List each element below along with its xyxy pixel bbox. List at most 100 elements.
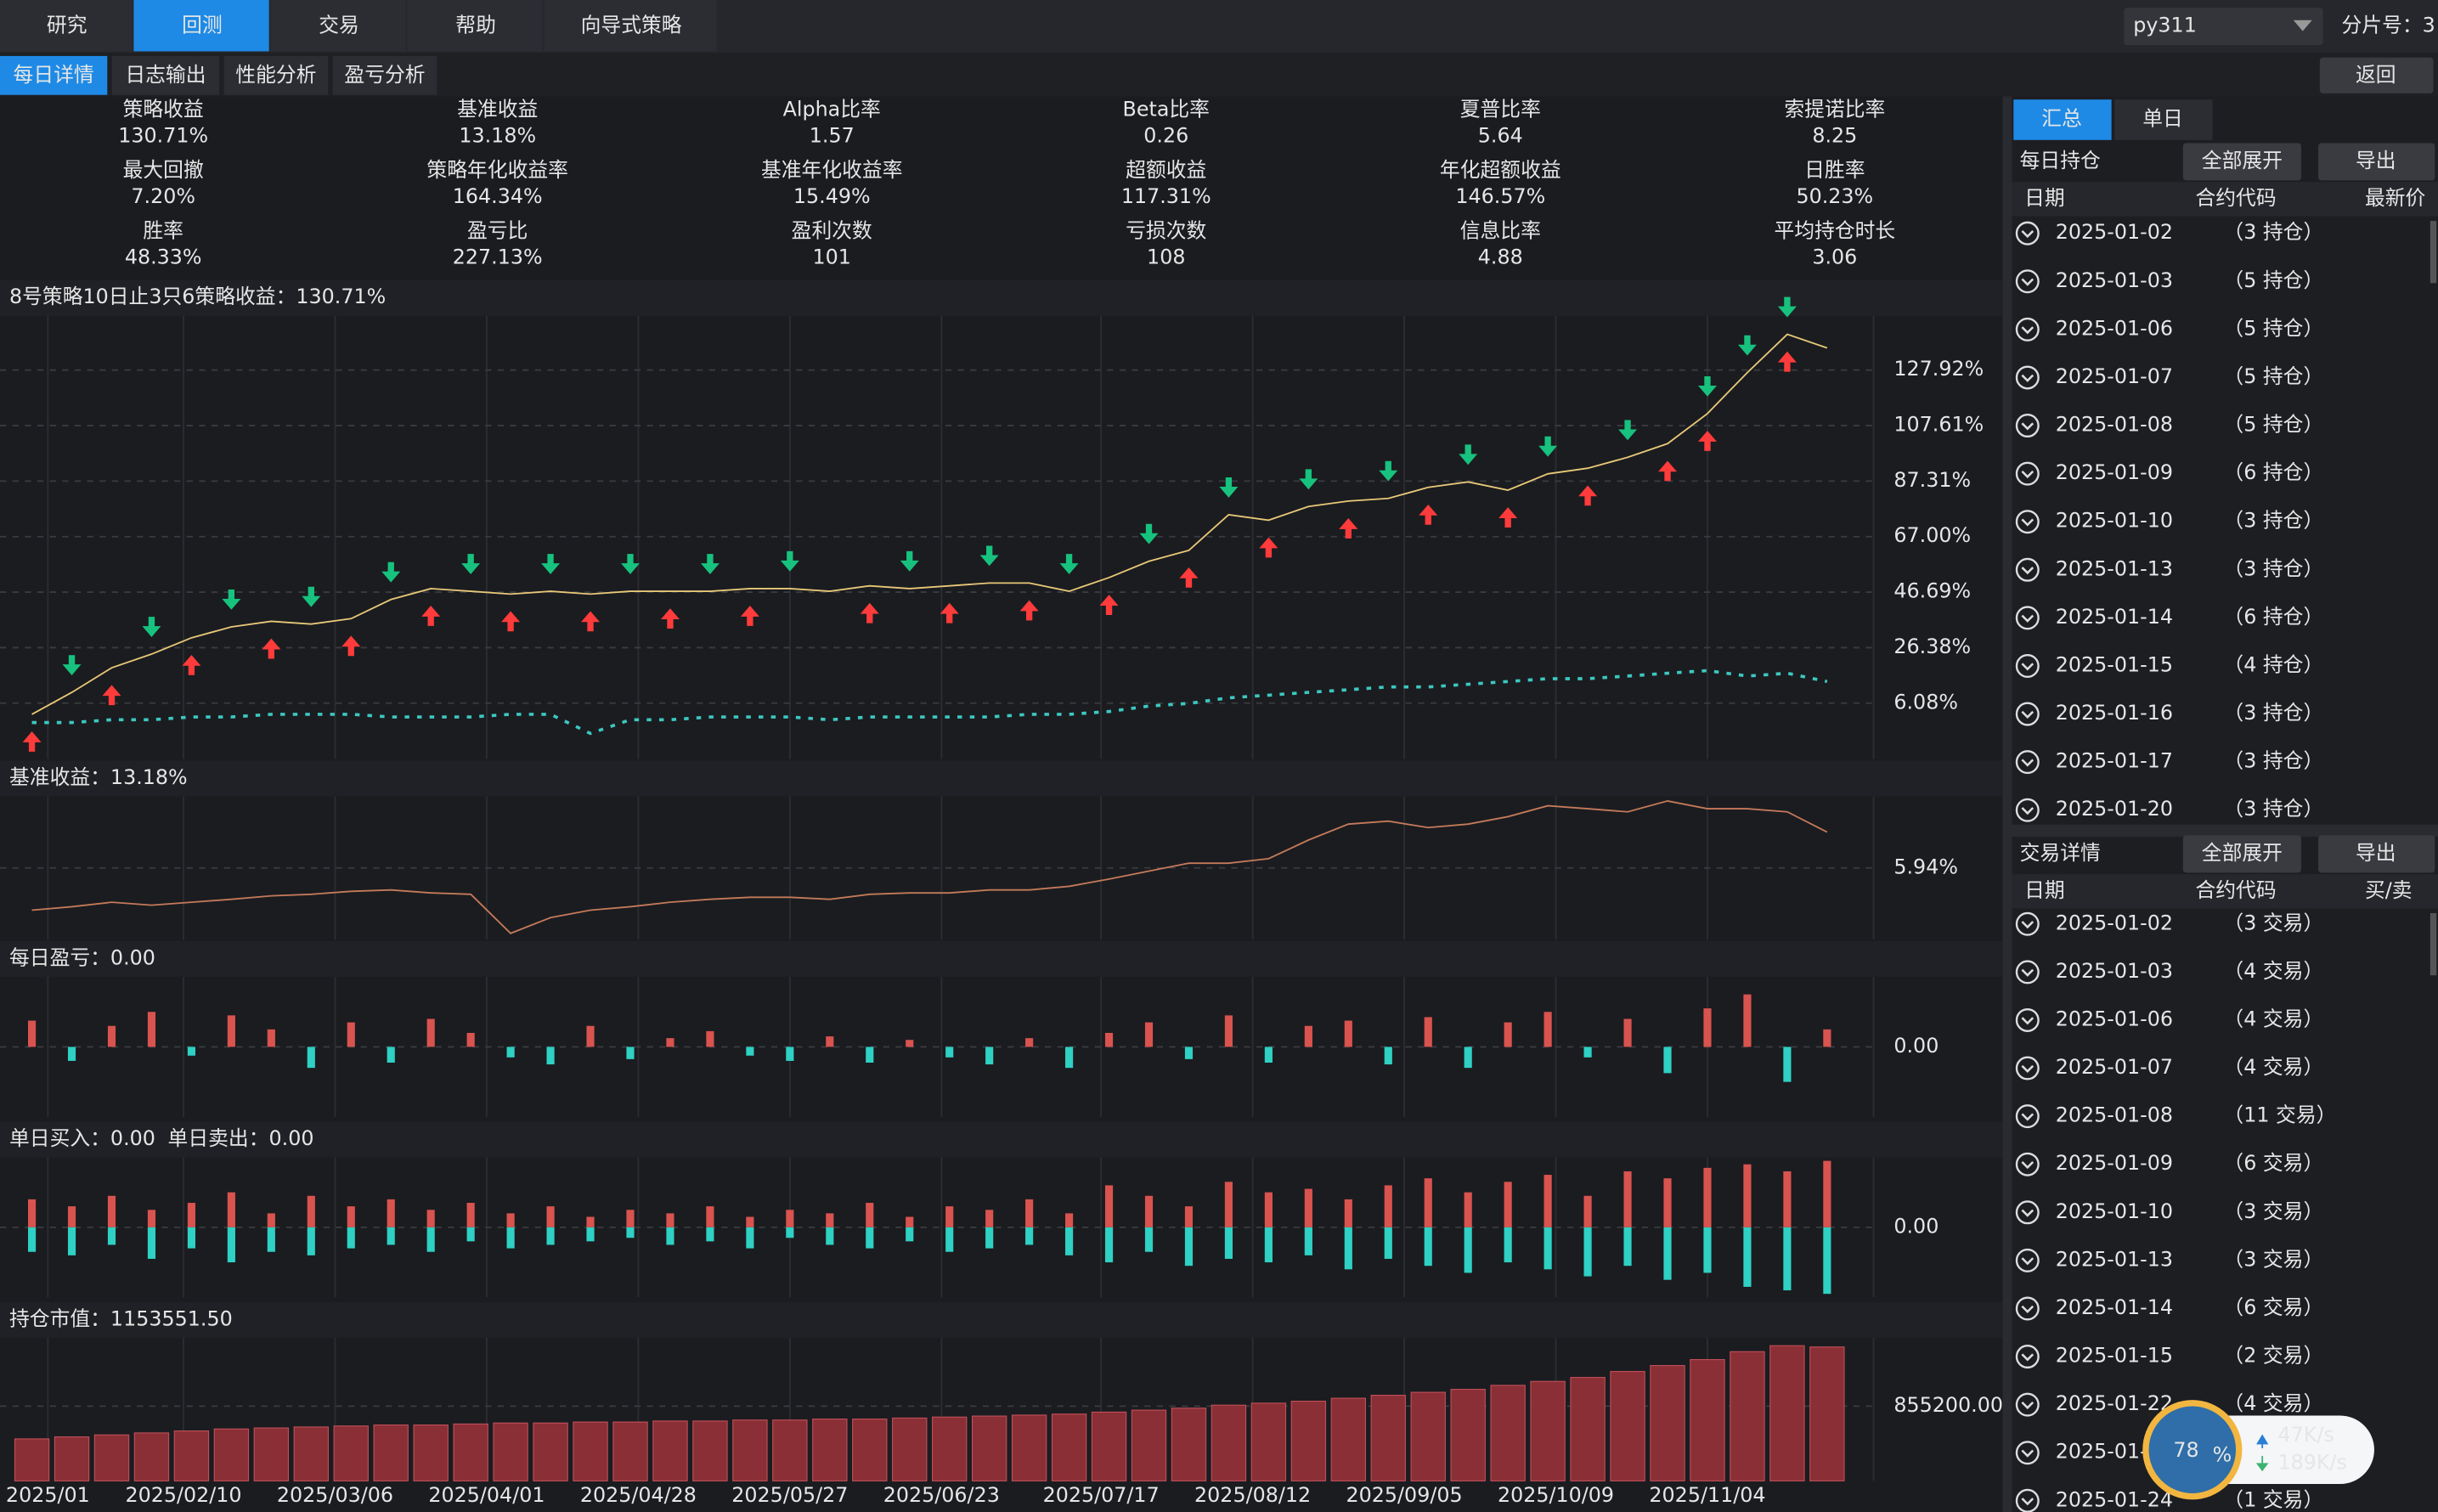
bar [228,1227,235,1262]
metric-value: 15.49% [793,184,871,208]
buy-arrow [262,639,280,659]
bar [148,1227,155,1259]
row-count: （1 交易） [2223,1487,2323,1511]
metric-label: 平均持仓时长 [1774,218,1895,242]
sub-tab-label[interactable]: 日志输出 [125,63,206,87]
sell-arrow [381,562,400,583]
bar [467,1203,475,1227]
metric-value: 227.13% [453,245,543,268]
metric-label: 策略年化收益率 [426,158,568,182]
bar [693,1421,727,1481]
bar [1411,1392,1445,1481]
buy-arrow [1578,485,1597,505]
bar [1171,1408,1205,1481]
bar [308,1047,315,1068]
bar [28,1199,36,1227]
y-tick-label: 67.00% [1893,523,1971,547]
bar [1291,1402,1325,1481]
bar [347,1227,355,1249]
sell-arrow [701,554,720,574]
sell-arrow [980,545,999,566]
bar [414,1425,448,1481]
bar [586,1217,594,1227]
metric-label: 基准收益 [457,98,538,121]
bar [1345,1199,1352,1227]
bar [1464,1047,1472,1068]
row-date: 2025-01-09 [2056,1151,2173,1175]
buy-arrow [1698,431,1717,451]
bar [626,1047,634,1058]
row-count: （3 交易） [2223,911,2323,934]
metric-label: 夏普比率 [1460,98,1541,121]
export-label[interactable]: 导出 [2356,149,2396,172]
nav-tab-label[interactable]: 帮助 [455,14,496,37]
bar [653,1421,687,1481]
metric-value: 3.06 [1812,245,1857,268]
x-tick-label: 2025/09/05 [1346,1483,1462,1507]
metric-label: 盈利次数 [792,218,872,242]
speed-unit: % [2213,1443,2232,1467]
metric-value: 101 [813,245,851,268]
sell-arrow [1379,461,1397,482]
bar [1823,1161,1831,1227]
bar [347,1206,355,1227]
bar [826,1036,833,1047]
buy-arrow [581,611,600,631]
bar [1265,1193,1273,1227]
metric-value: 50.23% [1796,184,1873,208]
nav-tab-label[interactable]: 研究 [47,14,87,37]
metric-label: 策略收益 [123,98,204,121]
y-tick-label: 855200.00 [1893,1393,2003,1417]
bar [866,1047,873,1063]
splitter [2003,97,2012,1512]
bar [374,1425,408,1481]
bar [773,1420,807,1481]
bar [188,1227,195,1249]
bar [1345,1227,1352,1269]
row-date: 2025-01-15 [2056,652,2173,676]
side-tab-label[interactable]: 汇总 [2041,107,2082,131]
metric-value: 117.31% [1121,184,1211,208]
sell-arrow [142,617,161,637]
chart-title-bar [0,941,2003,977]
bar [1345,1021,1352,1047]
export-label[interactable]: 导出 [2356,841,2396,865]
nav-tab-label[interactable]: 回测 [182,14,223,37]
bar [1025,1199,1033,1227]
row-count: （4 交易） [2223,1391,2323,1415]
bar [1810,1347,1844,1481]
sub-tab-label[interactable]: 性能分析 [235,63,316,87]
nav-tab-label[interactable]: 向导式策略 [581,14,682,37]
metric-label: 日胜率 [1804,158,1865,182]
bar [54,1437,88,1481]
metric-label: 亏损次数 [1126,218,1206,242]
bar [1385,1227,1392,1259]
buy-arrow [341,635,360,656]
expand-label[interactable]: 全部展开 [2202,841,2283,865]
bar [666,1038,674,1047]
bar [1663,1178,1671,1227]
env-label[interactable]: py311 [2133,14,2197,37]
bar [308,1227,315,1255]
bar [1065,1227,1073,1255]
buy-arrow [1778,352,1797,372]
sub-tab-label[interactable]: 盈亏分析 [344,63,425,87]
row-date: 2025-01-10 [2056,509,2173,533]
expand-label[interactable]: 全部展开 [2202,149,2283,172]
bar [1743,1227,1751,1287]
side-tab-label[interactable]: 单日 [2142,107,2183,131]
row-date: 2025-01-07 [2056,1055,2173,1079]
buy-arrow [661,608,680,629]
bar [746,1227,753,1249]
bar [626,1227,634,1238]
section-divider [2012,825,2438,838]
bar [1092,1412,1126,1481]
sell-arrow [1459,444,1477,465]
nav-tab-label[interactable]: 交易 [319,14,359,37]
sell-arrow [1618,420,1637,440]
bar [1185,1047,1193,1058]
row-date: 2025-01-03 [2056,268,2173,292]
sub-tab-label[interactable]: 每日详情 [14,63,94,87]
back-label[interactable]: 返回 [2356,63,2396,87]
